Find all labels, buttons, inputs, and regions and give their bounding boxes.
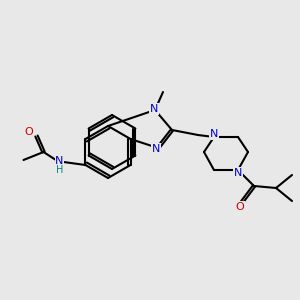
Text: N: N [150, 104, 158, 114]
Text: N: N [210, 129, 218, 139]
Text: O: O [24, 127, 33, 137]
Text: N: N [234, 168, 242, 178]
Text: N: N [152, 144, 160, 154]
Text: N: N [55, 156, 64, 166]
Text: H: H [56, 165, 63, 175]
Text: O: O [236, 202, 244, 212]
